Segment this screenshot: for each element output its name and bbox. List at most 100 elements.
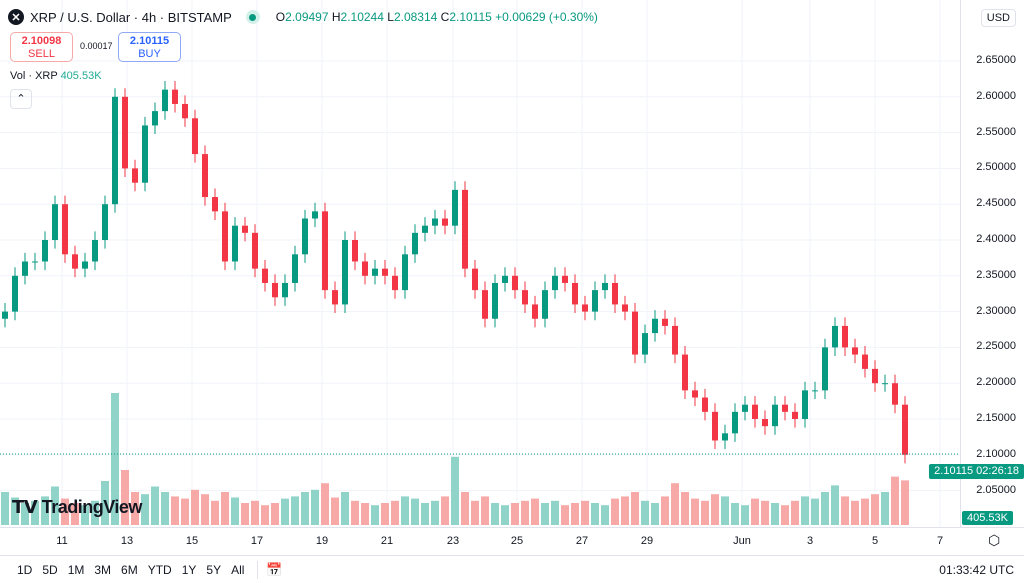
- volume-bar: [391, 500, 399, 525]
- candle: [232, 225, 238, 262]
- candle: [332, 290, 338, 305]
- volume-bar: [841, 496, 849, 525]
- tradingview-logo[interactable]: 𝗧𝗩 TradingView: [12, 497, 142, 517]
- candle: [642, 333, 648, 355]
- candle: [222, 211, 228, 262]
- volume-bar: [311, 489, 319, 525]
- volume-bar: [591, 503, 599, 525]
- volume-bar: [631, 492, 639, 525]
- candle: [382, 268, 388, 276]
- clock[interactable]: 01:33:42 UTC: [939, 562, 1014, 577]
- date-tick: 17: [250, 535, 264, 547]
- candle: [52, 204, 58, 240]
- candle: [502, 275, 508, 283]
- volume-bar: [351, 500, 359, 525]
- volume-bar: [861, 498, 869, 525]
- candle: [522, 290, 528, 305]
- date-tick: 5: [871, 535, 879, 547]
- candle: [532, 304, 538, 319]
- volume-bar: [241, 503, 249, 525]
- candle: [152, 111, 158, 126]
- price-tick: 2.20000: [976, 376, 1016, 389]
- candle: [792, 411, 798, 419]
- volume-bar: [541, 503, 549, 525]
- settings-icon[interactable]: ⬡: [988, 532, 1001, 548]
- candle: [452, 189, 458, 226]
- range-5y[interactable]: 5Y: [206, 562, 222, 577]
- volume-bar: [801, 496, 809, 525]
- time-axis[interactable]: 11 13 15 17 19 21 23 25 27 29 Jun 3 5 7: [0, 527, 1024, 555]
- candle: [752, 404, 758, 419]
- volume-bar: [61, 498, 69, 525]
- sell-button[interactable]: 2.10098 SELL: [10, 32, 73, 62]
- candle: [722, 433, 728, 441]
- candle: [812, 390, 818, 392]
- volume-bar: [91, 500, 99, 525]
- date-tick: 7: [936, 535, 944, 547]
- price-tick: 2.60000: [976, 89, 1016, 102]
- candle: [242, 225, 248, 233]
- volume-bar: [531, 498, 539, 525]
- symbol-title[interactable]: XRP / U.S. Dollar · 4h · BITSTAMP: [30, 9, 232, 25]
- date-tick: 27: [575, 535, 589, 547]
- candle: [192, 118, 198, 155]
- volume-bar: [671, 483, 679, 525]
- volume-bar: [471, 500, 479, 525]
- volume-bar: [411, 498, 419, 525]
- candle: [2, 311, 8, 319]
- volume-bar: [611, 498, 619, 525]
- candle: [312, 211, 318, 219]
- candle: [92, 240, 98, 262]
- buy-button[interactable]: 2.10115 BUY: [118, 32, 181, 62]
- date-tick: 15: [185, 535, 199, 547]
- candle: [422, 225, 428, 233]
- volume-bar: [451, 456, 459, 525]
- candle: [672, 325, 678, 355]
- volume-bar: [81, 505, 89, 525]
- volume-bar: [141, 494, 149, 525]
- candle: [842, 325, 848, 348]
- currency-selector[interactable]: USD: [980, 9, 1016, 27]
- candle: [352, 240, 358, 262]
- range-1y[interactable]: 1Y: [181, 562, 197, 577]
- volume-bar: [301, 492, 309, 525]
- range-1m[interactable]: 1M: [67, 562, 85, 577]
- price-axis[interactable]: 2.65000 2.60000 2.55000 2.50000 2.45000 2.400…: [960, 0, 1024, 527]
- collapse-legend-button[interactable]: ⌃: [10, 89, 32, 109]
- calendar-icon[interactable]: 📅: [266, 561, 283, 577]
- volume-bar: [581, 500, 589, 525]
- range-1d[interactable]: 1D: [17, 562, 33, 577]
- date-tick: 23: [446, 535, 460, 547]
- candle: [592, 290, 598, 312]
- range-6m[interactable]: 6M: [121, 562, 138, 577]
- price-tick: 2.55000: [976, 125, 1016, 138]
- candle: [142, 125, 148, 183]
- candle: [692, 390, 698, 398]
- volume-bar: [791, 500, 799, 525]
- candle: [212, 197, 218, 212]
- volume-bar: [31, 500, 39, 525]
- range-ytd[interactable]: YTD: [147, 562, 172, 577]
- candle: [732, 411, 738, 434]
- volume-bar: [501, 505, 509, 525]
- volume-bar: [161, 492, 169, 525]
- date-tick: 21: [380, 535, 394, 547]
- candle: [632, 311, 638, 355]
- candle: [342, 240, 348, 305]
- volume-bar: [191, 489, 199, 525]
- candle: [612, 282, 618, 305]
- range-3m[interactable]: 3M: [94, 562, 112, 577]
- candle: [552, 275, 558, 291]
- last-price-tag: 2.10115 02:26:18: [929, 464, 1024, 479]
- candle: [462, 189, 468, 269]
- range-all[interactable]: All: [231, 562, 245, 577]
- candle: [262, 268, 268, 283]
- price-chart[interactable]: [0, 0, 960, 527]
- volume-legend: Vol · XRP 405.53K: [10, 70, 102, 82]
- volume-bar: [901, 480, 909, 525]
- range-5d[interactable]: 5D: [42, 562, 58, 577]
- volume-bar: [561, 505, 569, 525]
- candle: [832, 325, 838, 348]
- price-tick: 2.40000: [976, 233, 1016, 245]
- volume-bar: [511, 503, 519, 525]
